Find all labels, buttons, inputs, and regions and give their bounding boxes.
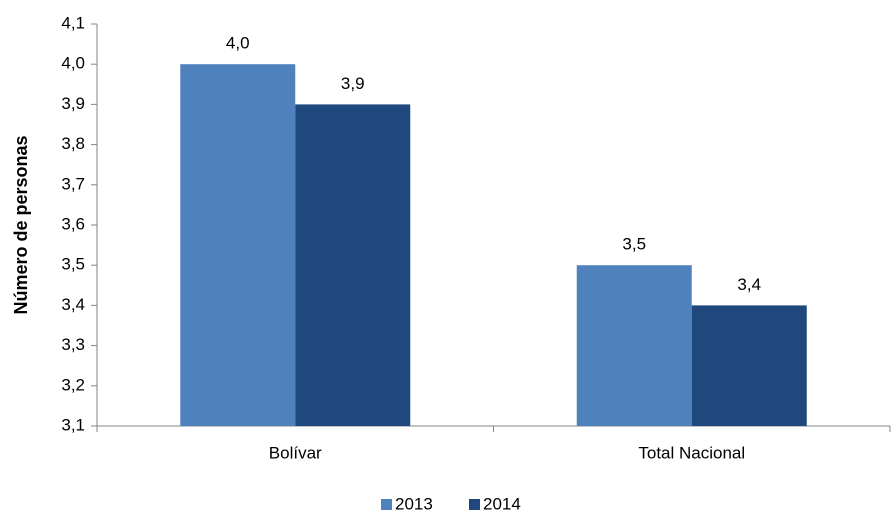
- y-tick-label: 4,1: [61, 13, 85, 32]
- y-tick-label: 3,8: [61, 134, 85, 153]
- bar: [295, 104, 411, 427]
- y-tick-label: 4,0: [61, 54, 85, 73]
- y-axis-title: Número de personas: [11, 135, 31, 314]
- legend-swatch: [381, 499, 392, 510]
- y-tick-label: 3,4: [61, 295, 85, 314]
- y-tick-label: 3,1: [61, 415, 85, 434]
- value-label: 3,4: [737, 275, 761, 294]
- legend-swatch: [469, 499, 480, 510]
- bar: [691, 305, 807, 426]
- legend-label: 2014: [483, 494, 521, 513]
- y-tick-label: 3,6: [61, 214, 85, 233]
- value-label: 4,0: [226, 34, 250, 53]
- y-tick-label: 3,3: [61, 335, 85, 354]
- bar: [180, 64, 296, 426]
- y-tick-label: 3,2: [61, 375, 85, 394]
- y-tick-label: 3,7: [61, 174, 85, 193]
- legend-label: 2013: [395, 494, 433, 513]
- x-tick-label: Bolívar: [269, 443, 322, 462]
- y-tick-label: 3,5: [61, 255, 85, 274]
- x-tick-label: Total Nacional: [638, 443, 745, 462]
- value-label: 3,5: [622, 235, 646, 254]
- bar: [576, 265, 692, 426]
- y-tick-label: 3,9: [61, 94, 85, 113]
- value-label: 3,9: [341, 74, 365, 93]
